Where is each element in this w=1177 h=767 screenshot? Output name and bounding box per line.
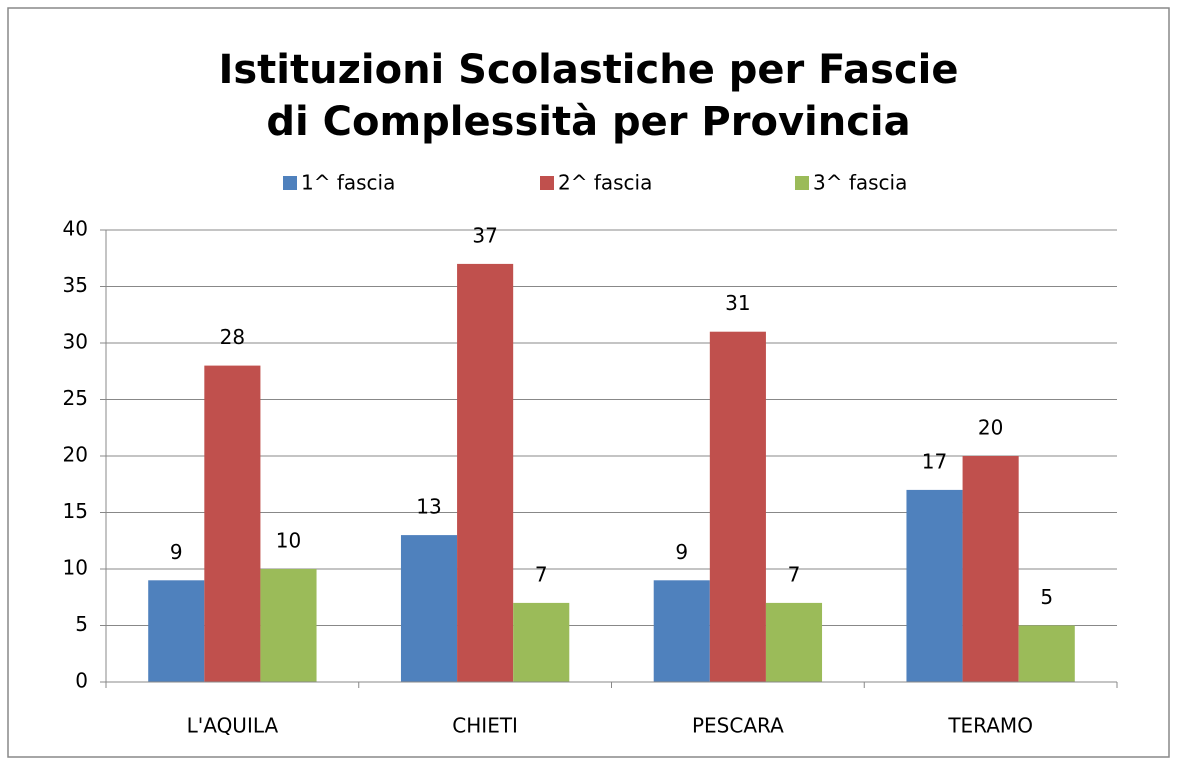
value-label: 20 xyxy=(978,416,1003,440)
x-tick-label: TERAMO xyxy=(947,714,1033,738)
y-tick-label: 40 xyxy=(63,217,88,241)
bar xyxy=(457,263,514,682)
legend-label: 3^ fascia xyxy=(813,171,907,195)
y-tick-label: 25 xyxy=(63,386,88,410)
legend-label: 2^ fascia xyxy=(558,171,652,195)
x-tick-label: CHIETI xyxy=(452,714,518,738)
value-label: 9 xyxy=(675,540,688,564)
bar xyxy=(962,456,1019,682)
value-label: 28 xyxy=(220,325,245,349)
value-label: 9 xyxy=(170,540,183,564)
value-label: 37 xyxy=(472,223,497,247)
value-label: 10 xyxy=(276,529,301,553)
y-tick-label: 15 xyxy=(63,499,88,523)
y-tick-label: 10 xyxy=(63,556,88,580)
legend-swatch xyxy=(795,176,809,190)
y-tick-label: 20 xyxy=(63,443,88,467)
value-label: 7 xyxy=(535,562,548,586)
value-label: 17 xyxy=(922,449,947,473)
x-tick-label: PESCARA xyxy=(692,714,784,738)
value-label: 13 xyxy=(416,495,441,519)
y-tick-label: 35 xyxy=(63,273,88,297)
legend-swatch xyxy=(540,176,554,190)
chart-title: Istituzioni Scolastiche per Fascie di Co… xyxy=(218,47,959,145)
bar xyxy=(1018,625,1075,682)
y-tick-label: 30 xyxy=(63,330,88,354)
value-label: 31 xyxy=(725,291,750,315)
bar xyxy=(709,331,766,682)
x-tick-label: L'AQUILA xyxy=(187,714,279,738)
bar xyxy=(906,489,963,682)
legend-label: 1^ fascia xyxy=(301,171,395,195)
bar xyxy=(400,535,458,682)
bar xyxy=(513,602,570,682)
bar xyxy=(204,365,261,682)
y-tick-label: 0 xyxy=(75,669,88,693)
bar xyxy=(653,580,710,682)
value-label: 5 xyxy=(1040,585,1053,609)
bar xyxy=(148,580,205,682)
bar xyxy=(260,569,317,682)
bar xyxy=(765,602,823,682)
y-tick-label: 5 xyxy=(75,612,88,636)
legend-swatch xyxy=(283,176,297,190)
value-label: 7 xyxy=(788,562,801,586)
